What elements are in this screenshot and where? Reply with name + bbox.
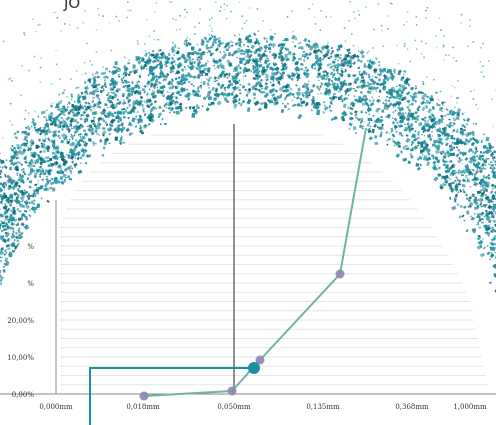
x-tick-label: 1,000mm [453, 403, 487, 411]
leader-layer [89, 362, 260, 425]
x-tick-label: 0,000mm [39, 403, 73, 411]
x-tick-label: 0,135mm [306, 403, 340, 411]
series-point [255, 355, 265, 365]
leader-line [89, 367, 254, 425]
x-tick-labels: 0,000mm 0,018mm 0,050mm 0,135mm 0,368mm 1,000… [39, 403, 487, 411]
x-tick-label: 0,050mm [217, 403, 251, 411]
series-layer [139, 127, 367, 401]
y-tick-label: % [27, 280, 34, 288]
x-tick-label: 0,018mm [126, 403, 160, 411]
x-tick-label: 0,368mm [395, 403, 429, 411]
series-point [139, 391, 149, 401]
y-tick-label: 20,00% [7, 317, 34, 325]
highlight-point [248, 362, 260, 374]
axes [0, 200, 496, 395]
particle-cloud [0, 1, 496, 371]
y-tick-label: % [27, 243, 34, 251]
corner-label: JO [64, 0, 81, 12]
y-tick-label: 0,00% [12, 391, 35, 399]
series-point [227, 386, 237, 396]
y-tick-labels: 0,00% 10,00% 20,00%%% [7, 243, 34, 399]
y-tick-label: 10,00% [7, 354, 34, 362]
series-point [335, 269, 345, 279]
